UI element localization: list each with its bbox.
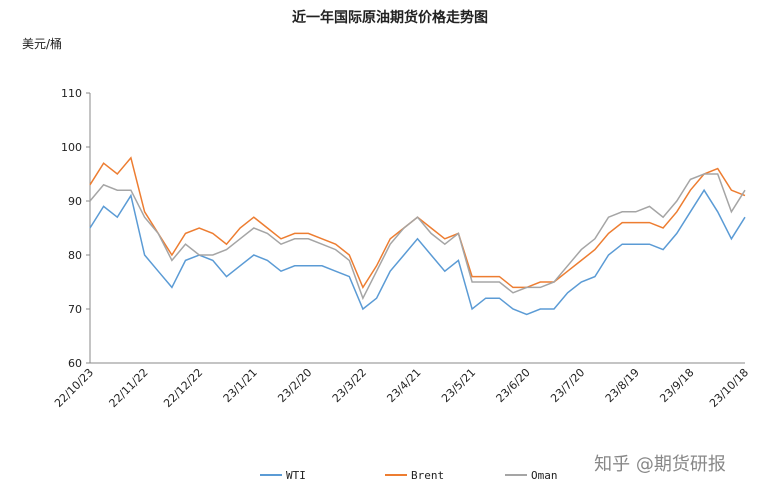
x-tick-label: 23/3/22: [330, 366, 369, 405]
x-tick-label: 23/4/21: [384, 366, 423, 405]
x-tick-label: 22/12/22: [161, 366, 205, 410]
x-tick-label: 23/5/21: [439, 366, 478, 405]
x-tick-label: 23/7/20: [548, 366, 587, 405]
x-tick-label: 23/10/18: [707, 366, 751, 410]
watermark: 知乎 @期货研报: [594, 454, 726, 475]
x-tick-label: 22/10/23: [52, 366, 96, 410]
x-tick-label: 22/11/22: [107, 366, 151, 410]
y-tick-label: 80: [68, 249, 82, 262]
y-tick-label: 70: [68, 303, 82, 316]
y-tick-label: 110: [61, 87, 82, 100]
x-tick-label: 23/6/20: [494, 366, 533, 405]
series-line: [89, 156, 746, 290]
chart-title: 近一年国际原油期货价格走势图: [292, 9, 488, 26]
x-tick-label: 23/1/21: [221, 366, 260, 405]
series-line: [89, 188, 746, 316]
x-tick-label: 23/2/20: [275, 366, 314, 405]
y-tick-label: 60: [68, 357, 82, 370]
series-line: [89, 173, 746, 301]
x-tick-label: 23/9/18: [657, 366, 696, 405]
x-tick-label: 23/8/19: [603, 366, 642, 405]
legend-label: Oman: [531, 469, 558, 482]
legend-label: Brent: [411, 469, 444, 482]
legend-label: WTI: [286, 469, 306, 482]
y-tick-label: 90: [68, 195, 82, 208]
y-tick-label: 100: [61, 141, 82, 154]
y-axis-label: 美元/桶: [22, 36, 62, 51]
